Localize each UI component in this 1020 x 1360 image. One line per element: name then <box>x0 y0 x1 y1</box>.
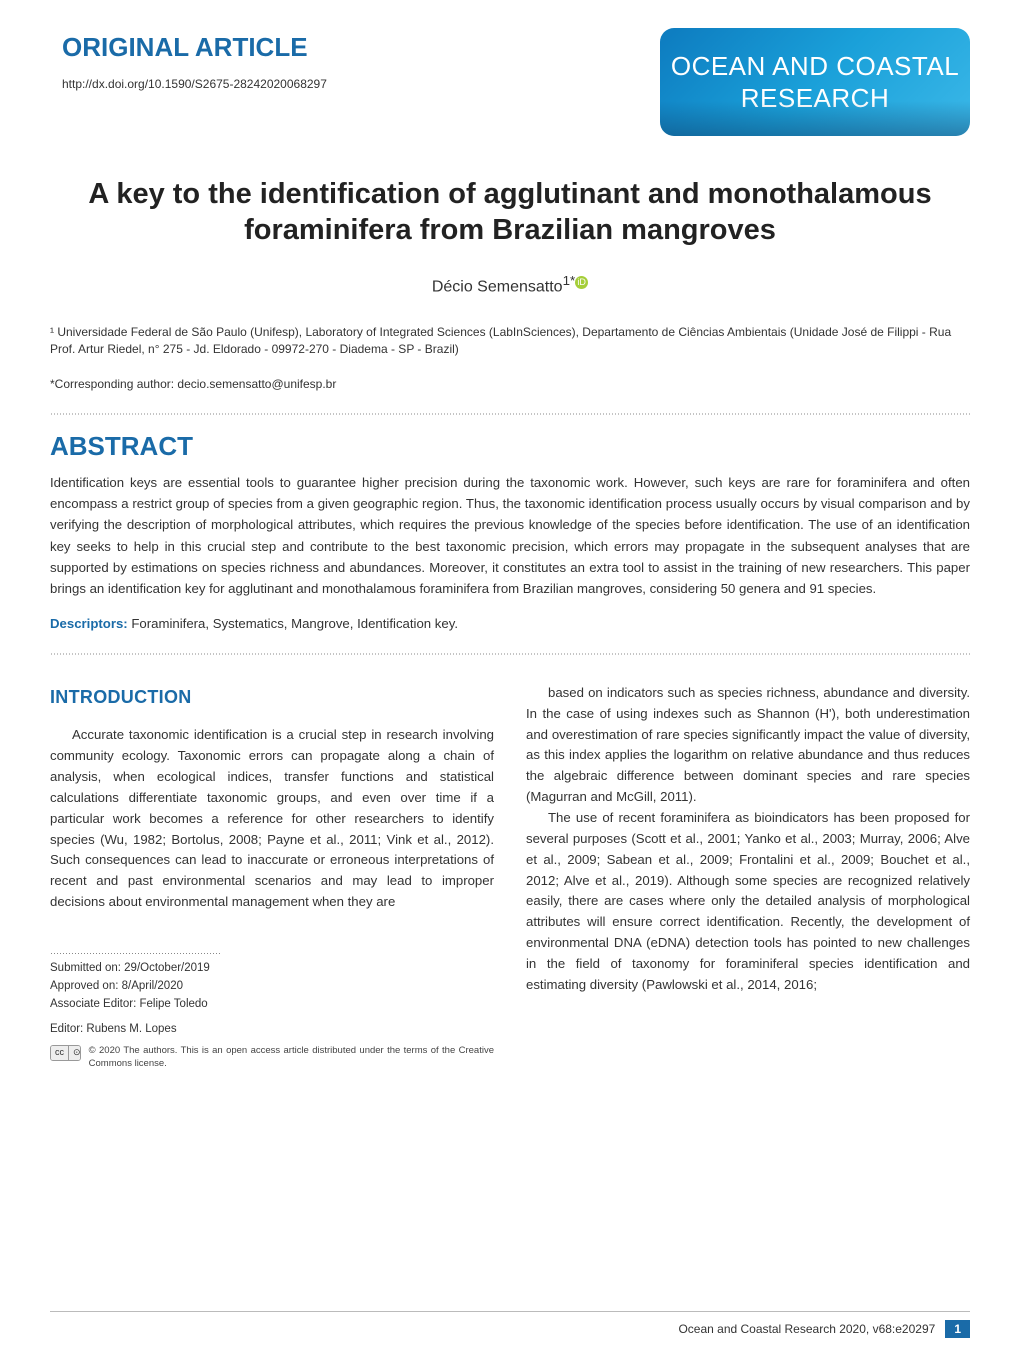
journal-name-line2: RESEARCH <box>741 82 889 115</box>
author-name: Décio Semensatto <box>432 278 563 295</box>
author-line: Décio Semensatto1*iD <box>0 273 1020 296</box>
journal-badge: OCEAN AND COASTAL RESEARCH <box>660 28 970 136</box>
intro-paragraph-2: based on indicators such as species rich… <box>526 683 970 808</box>
abstract-heading: ABSTRACT <box>50 431 970 462</box>
descriptors-text: Foraminifera, Systematics, Mangrove, Ide… <box>131 616 458 631</box>
submission-meta: Submitted on: 29/October/2019 Approved o… <box>50 953 494 1070</box>
article-title: A key to the identification of agglutina… <box>70 176 950 249</box>
column-left: INTRODUCTION Accurate taxonomic identifi… <box>50 683 494 1070</box>
footer-citation: Ocean and Coastal Research 2020, v68:e20… <box>678 1322 935 1336</box>
column-right: based on indicators such as species rich… <box>526 683 970 1070</box>
cc-right: ⊙ <box>69 1046 81 1060</box>
descriptors-line: Descriptors: Foraminifera, Systematics, … <box>50 616 970 631</box>
divider-top <box>50 413 970 415</box>
intro-paragraph-3: The use of recent foraminifera as bioind… <box>526 808 970 996</box>
abstract-body: Identification keys are essential tools … <box>50 472 970 600</box>
associate-editor: Associate Editor: Felipe Toledo <box>50 996 494 1014</box>
journal-name-line1: OCEAN AND COASTAL <box>671 50 959 83</box>
cc-badge-icon[interactable]: cc ⊙ <box>50 1045 81 1061</box>
doi-text[interactable]: http://dx.doi.org/10.1590/S2675-28242020… <box>50 77 327 91</box>
orcid-icon[interactable]: iD <box>575 276 588 289</box>
meta-divider <box>50 953 220 954</box>
license-text: © 2020 The authors. This is an open acce… <box>89 1045 494 1070</box>
divider-bottom <box>50 653 970 655</box>
cc-left: cc <box>51 1046 69 1060</box>
author-affiliation-marker: 1 <box>563 273 570 288</box>
approved-date: Approved on: 8/April/2020 <box>50 978 494 996</box>
page-footer: Ocean and Coastal Research 2020, v68:e20… <box>50 1311 970 1338</box>
intro-paragraph-1: Accurate taxonomic identification is a c… <box>50 725 494 913</box>
editor: Editor: Rubens M. Lopes <box>50 1021 494 1039</box>
page-number: 1 <box>945 1320 970 1338</box>
descriptors-label: Descriptors: <box>50 616 128 631</box>
article-type-block: ORIGINAL ARTICLE http://dx.doi.org/10.15… <box>50 28 327 91</box>
article-type-text: ORIGINAL ARTICLE <box>62 32 308 62</box>
submitted-date: Submitted on: 29/October/2019 <box>50 960 494 978</box>
article-type-label: ORIGINAL ARTICLE <box>50 28 320 67</box>
introduction-heading: INTRODUCTION <box>50 683 494 711</box>
corresponding-author: *Corresponding author: decio.semensatto@… <box>50 377 970 391</box>
abstract-heading-text: ABSTRACT <box>50 431 193 461</box>
affiliation-text: ¹ Universidade Federal de São Paulo (Uni… <box>50 324 970 359</box>
